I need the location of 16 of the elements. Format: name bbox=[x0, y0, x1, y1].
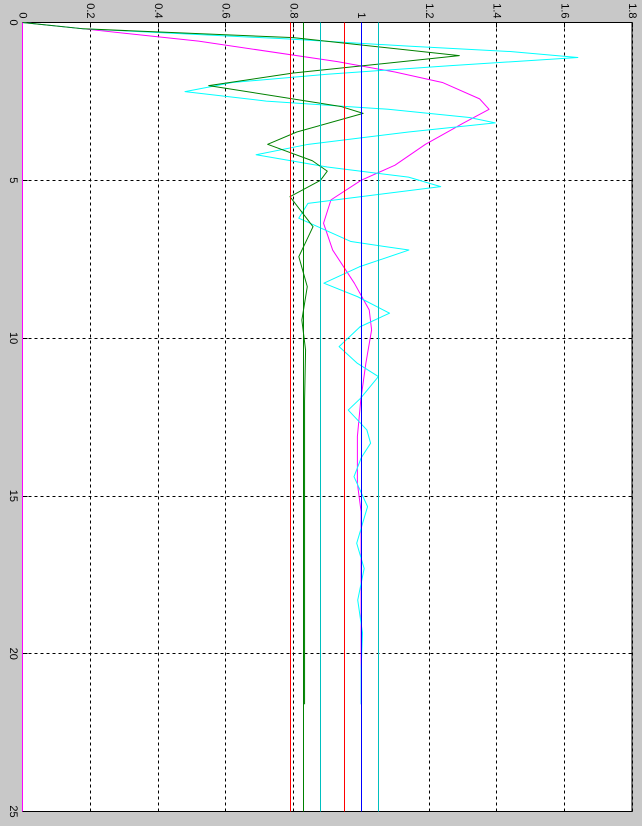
x-tick-label: 0.4 bbox=[152, 3, 164, 18]
x-tick-label: 1.4 bbox=[490, 3, 503, 18]
x-tick-label: 1.6 bbox=[558, 3, 570, 18]
x-tick-label: 1.2 bbox=[422, 3, 435, 18]
y-tick-label: 5 bbox=[7, 177, 19, 184]
x-tick-label: 0.8 bbox=[287, 3, 300, 18]
y-tick-label: 20 bbox=[7, 648, 19, 660]
x-tick-label: 1.8 bbox=[626, 3, 638, 18]
y-tick-label: 10 bbox=[7, 332, 19, 344]
y-tick-label: 25 bbox=[7, 805, 19, 818]
y-tick-label: 15 bbox=[7, 490, 19, 502]
x-tick-label: 0.6 bbox=[220, 3, 232, 18]
x-tick-label: 0 bbox=[16, 12, 28, 18]
y-tick-label: 0 bbox=[7, 19, 19, 26]
x-tick-label: 1 bbox=[355, 12, 368, 18]
x-tick-label: 0.2 bbox=[84, 3, 96, 18]
